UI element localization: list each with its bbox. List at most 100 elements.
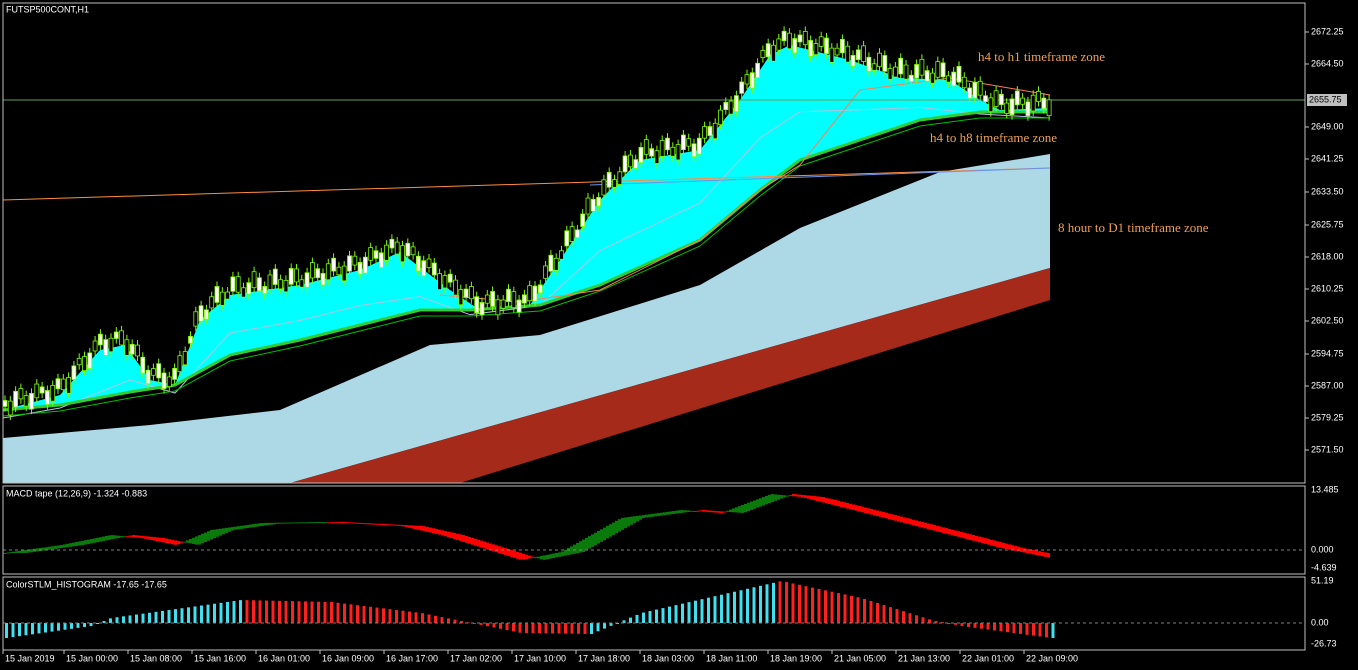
macd-tape: [759, 498, 762, 507]
macd-tape: [564, 549, 567, 556]
histogram-bar: [265, 600, 268, 623]
macd-tape: [510, 550, 513, 557]
macd-tape: [672, 511, 675, 514]
macd-tape: [39, 547, 42, 552]
histogram-bar: [414, 612, 418, 623]
histogram-bar: [661, 608, 665, 623]
macd-tape: [207, 531, 210, 541]
macd-tape: [438, 529, 441, 535]
histogram-bar: [603, 623, 606, 629]
macd-tape: [648, 514, 651, 518]
macd-tape: [1032, 550, 1035, 555]
macd-tape: [495, 545, 498, 553]
histogram-bar: [1019, 623, 1022, 634]
histogram-bar: [648, 611, 652, 623]
histogram-bar: [1012, 623, 1016, 633]
candle-body: [495, 299, 501, 316]
macd-tape: [735, 507, 738, 513]
histogram-bar: [174, 609, 177, 623]
macd-tape: [450, 532, 453, 539]
macd-tape: [426, 526, 429, 532]
candle-body: [643, 139, 649, 155]
candle-body: [1004, 102, 1010, 114]
histogram-bar: [947, 623, 951, 624]
macd-tape: [300, 522, 303, 524]
d1-zone: [3, 154, 1050, 483]
macd-tape: [600, 529, 603, 542]
macd-tape: [582, 539, 585, 552]
macd-tape: [888, 513, 891, 520]
histogram-bar: [421, 613, 424, 623]
histogram-bar: [791, 583, 795, 623]
macd-tape: [717, 511, 720, 513]
candle-body: [548, 254, 554, 272]
macd-tape: [915, 520, 918, 527]
macd-tape: [27, 549, 30, 553]
macd-tape: [282, 522, 285, 524]
macd-tape: [933, 525, 936, 531]
candle-body: [792, 38, 798, 54]
macd-tape: [822, 497, 825, 503]
candle-body: [415, 255, 421, 272]
macd-tape: [480, 540, 483, 548]
macd-tape: [732, 508, 735, 513]
macd-tape: [240, 525, 243, 529]
lower-band: [290, 268, 1050, 483]
candle-body: [357, 262, 363, 275]
macd-tape: [531, 556, 534, 558]
candle-body: [633, 159, 639, 169]
histogram-bar: [1051, 623, 1055, 638]
macd-tape: [159, 537, 162, 542]
histogram-bar: [518, 623, 522, 633]
candle-body: [659, 140, 665, 157]
histogram-bar: [726, 593, 730, 623]
macd-tape: [603, 527, 606, 541]
candle-body: [362, 256, 368, 274]
candle-body: [739, 81, 745, 94]
macd-tape: [726, 510, 729, 512]
macd-tape: [228, 527, 231, 532]
candle-body: [728, 100, 734, 115]
macd-tape: [246, 524, 249, 529]
macd-tape: [126, 536, 129, 538]
histogram-bar: [434, 615, 437, 623]
macd-tape: [891, 514, 894, 520]
macd-tape: [558, 552, 561, 557]
macd-tape: [834, 500, 837, 506]
candle-body: [654, 150, 660, 164]
histogram-bar: [557, 623, 561, 634]
macd-tape: [483, 541, 486, 549]
candle-body: [135, 344, 140, 357]
macd-tape: [360, 522, 363, 524]
histogram-bar: [11, 623, 15, 638]
histogram-bar: [635, 614, 639, 623]
histogram-bar: [369, 606, 372, 623]
macd-pane: 13.485 0.000 -4.639: [3, 484, 1339, 572]
candle-body: [299, 279, 305, 288]
candle-body: [1046, 99, 1052, 117]
histogram-bar: [713, 596, 717, 623]
macd-tape: [954, 530, 957, 537]
candle-body: [203, 309, 209, 320]
macd-tape: [30, 549, 33, 553]
macd-tape: [87, 539, 90, 544]
histogram-bar: [882, 605, 886, 623]
macd-tape: [690, 510, 693, 512]
candle-body: [246, 282, 252, 295]
macd-tape: [171, 539, 174, 545]
macd-tape: [288, 522, 291, 524]
macd-tape: [525, 554, 528, 559]
macd-tape: [588, 536, 591, 549]
candle-body: [840, 39, 845, 54]
histogram-bar: [642, 612, 645, 623]
candle-body: [113, 331, 119, 339]
macd-tape: [831, 499, 834, 505]
histogram-bar: [148, 612, 151, 623]
candle-body: [893, 66, 898, 78]
histogram-bar: [18, 623, 21, 637]
macd-tape: [660, 512, 663, 516]
candle-body: [484, 294, 490, 304]
macd-tape: [549, 554, 552, 559]
histogram-bar: [63, 623, 67, 630]
candle-body: [628, 154, 633, 168]
